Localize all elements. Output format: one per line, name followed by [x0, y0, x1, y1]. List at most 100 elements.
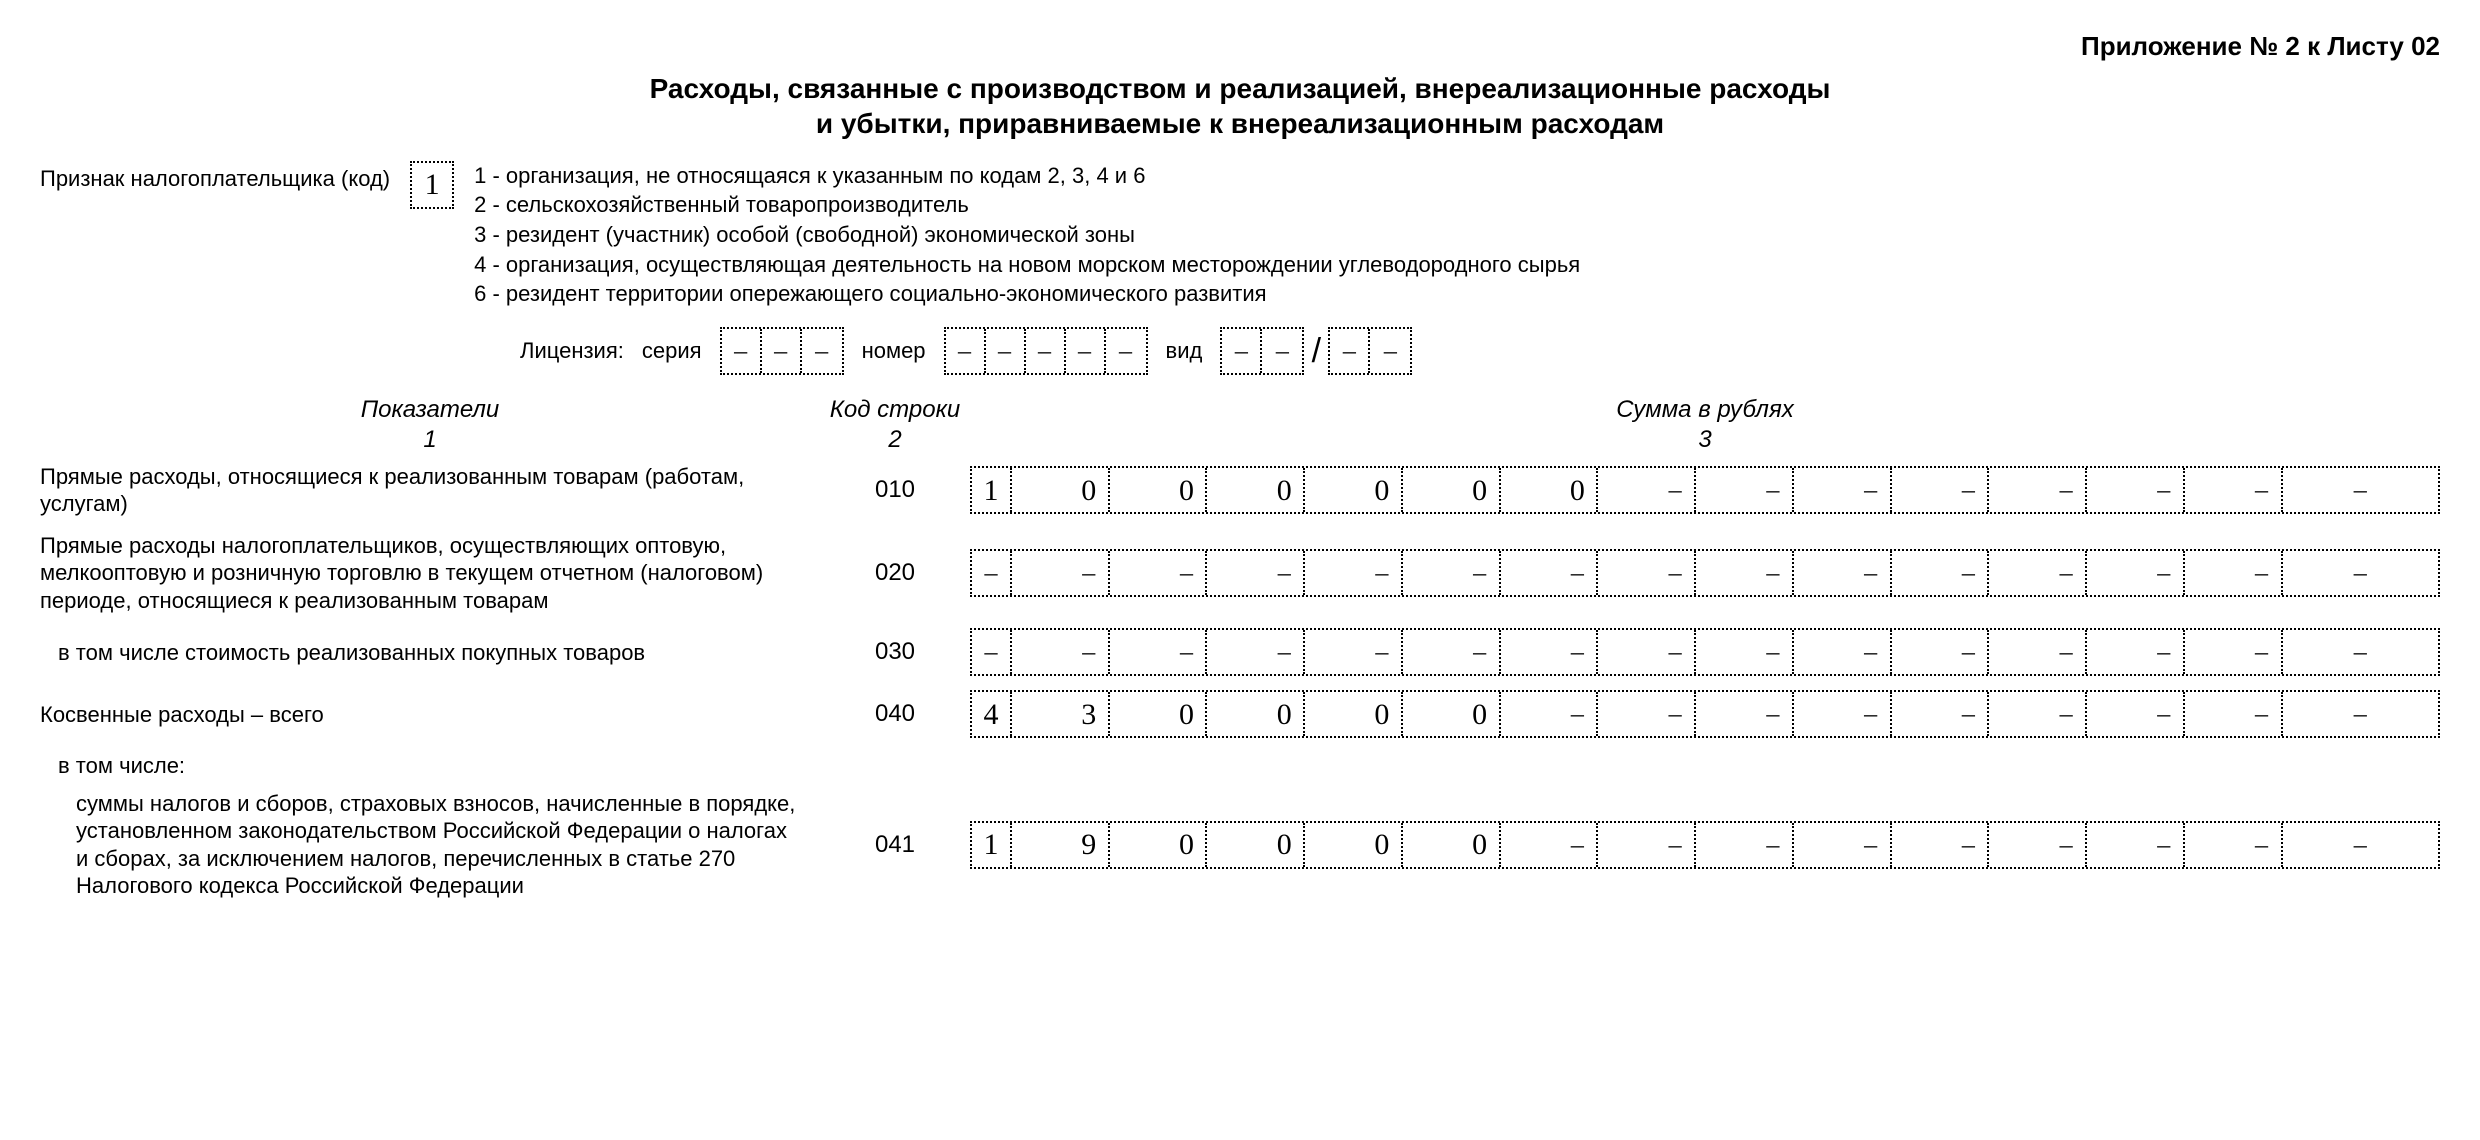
amount-cell: 1 — [972, 823, 1012, 867]
amount-cell: – — [2047, 692, 2087, 736]
col-header-1: Показатели 1 — [40, 395, 820, 455]
amount-cell: – — [2145, 551, 2185, 595]
amount-cell: 0 — [1265, 823, 1305, 867]
row-code: 020 — [820, 558, 970, 588]
license-type-label: вид — [1166, 337, 1203, 365]
amount-cell: – — [2145, 468, 2185, 512]
empty-cell: – — [802, 329, 842, 373]
license-type-separator: / — [1304, 329, 1328, 373]
empty-cell: – — [1330, 329, 1370, 373]
empty-cell: – — [1026, 329, 1066, 373]
amount-cell: – — [1656, 551, 1696, 595]
row-amount: 190000––––––––– — [970, 821, 2440, 869]
col-header-3-num: 3 — [1698, 426, 1711, 453]
empty-cell: – — [762, 329, 802, 373]
amount-cell: – — [972, 630, 1012, 674]
row-code: 040 — [820, 699, 970, 729]
row-description: Косвенные расходы – всего — [40, 701, 820, 729]
amount-cell: – — [1754, 823, 1794, 867]
appendix-label: Приложение № 2 к Листу 02 — [40, 30, 2440, 63]
col-header-2-num: 2 — [888, 426, 901, 453]
taxpayer-legend: 1 - организация, не относящаяся к указан… — [474, 161, 1580, 309]
license-label: Лицензия: — [520, 337, 624, 365]
amount-cell: – — [2047, 823, 2087, 867]
amount-cell: – — [2243, 468, 2283, 512]
amount-cell: 0 — [1461, 823, 1501, 867]
license-type-box-a[interactable]: –– — [1220, 327, 1304, 375]
amount-cell: – — [1754, 551, 1794, 595]
legend-line: 6 - резидент территории опережающего соц… — [474, 279, 1580, 309]
amount-cell: – — [1363, 630, 1403, 674]
table-row: Прямые расходы, относящиеся к реализован… — [40, 463, 2440, 518]
data-rows: Прямые расходы, относящиеся к реализован… — [40, 463, 2440, 739]
page-title: Расходы, связанные с производством и реа… — [440, 71, 2040, 141]
amount-cell: – — [1070, 551, 1110, 595]
col-header-3: Сумма в рублях 3 — [970, 395, 2440, 455]
col-header-1-num: 1 — [423, 426, 436, 453]
row-description: Прямые расходы, относящиеся к реализован… — [40, 463, 820, 518]
amount-box[interactable]: ––––––––––––––– — [970, 628, 2440, 676]
amount-cell: 0 — [1167, 692, 1207, 736]
amount-cell: 0 — [1265, 468, 1305, 512]
amount-cell: – — [1949, 630, 1989, 674]
amount-box[interactable]: ––––––––––––––– — [970, 549, 2440, 597]
license-row: Лицензия: серия ––– номер ––––– вид –– /… — [520, 327, 2440, 375]
title-line-1: Расходы, связанные с производством и реа… — [440, 71, 2040, 106]
license-type-group: –– / –– — [1220, 327, 1412, 375]
legend-line: 3 - резидент (участник) особой (свободно… — [474, 220, 1580, 250]
legend-line: 2 - сельскохозяйственный товаропроизводи… — [474, 190, 1580, 220]
license-series-label: серия — [642, 337, 702, 365]
amount-cell: 0 — [1363, 823, 1403, 867]
amount-cell: 4 — [972, 692, 1012, 736]
amount-cell: – — [1852, 468, 1892, 512]
license-number-box[interactable]: ––––– — [944, 327, 1148, 375]
amount-cell: – — [1265, 630, 1305, 674]
amount-cell: 1 — [972, 468, 1012, 512]
amount-cell: – — [2243, 823, 2283, 867]
empty-cell: – — [1066, 329, 1106, 373]
amount-cell: – — [2340, 468, 2380, 512]
amount-cell: – — [1949, 468, 1989, 512]
amount-cell: – — [1265, 551, 1305, 595]
including-subhead: в том числе: — [40, 752, 2440, 780]
amount-cell: – — [1949, 823, 1989, 867]
amount-cell: – — [1852, 823, 1892, 867]
legend-line: 4 - организация, осуществляющая деятельн… — [474, 250, 1580, 280]
amount-cell: – — [2340, 823, 2380, 867]
title-line-2: и убытки, приравниваемые к внереализацио… — [440, 106, 2040, 141]
amount-cell: – — [1852, 630, 1892, 674]
amount-cell: – — [1558, 823, 1598, 867]
amount-box[interactable]: 190000––––––––– — [970, 821, 2440, 869]
amount-cell: – — [2243, 692, 2283, 736]
column-headers: Показатели 1 Код строки 2 Сумма в рублях… — [40, 395, 2440, 455]
legend-line: 1 - организация, не относящаяся к указан… — [474, 161, 1580, 191]
amount-cell: – — [1656, 468, 1696, 512]
table-row: Прямые расходы налогоплательщиков, осуще… — [40, 532, 2440, 615]
row-code: 030 — [820, 637, 970, 667]
license-type-box-b[interactable]: –– — [1328, 327, 1412, 375]
amount-cell: 0 — [1363, 692, 1403, 736]
amount-cell: – — [2145, 692, 2185, 736]
license-series-box[interactable]: ––– — [720, 327, 844, 375]
col-header-2-text: Код строки — [830, 396, 961, 423]
empty-cell: – — [946, 329, 986, 373]
empty-cell: – — [1370, 329, 1410, 373]
amount-cell: – — [1558, 551, 1598, 595]
empty-cell: – — [986, 329, 1026, 373]
row-amount: 1000000–––––––– — [970, 466, 2440, 514]
amount-box[interactable]: 430000––––––––– — [970, 690, 2440, 738]
data-row-041: суммы налогов и сборов, страховых взносо… — [40, 790, 2440, 900]
amount-cell: 0 — [1461, 468, 1501, 512]
amount-cell: – — [1949, 692, 1989, 736]
col-header-1-text: Показатели — [361, 396, 500, 423]
amount-cell: – — [1852, 692, 1892, 736]
taxpayer-code-box[interactable]: 1 — [410, 161, 454, 209]
amount-box[interactable]: 1000000–––––––– — [970, 466, 2440, 514]
table-row: суммы налогов и сборов, страховых взносо… — [40, 790, 2440, 900]
amount-cell: – — [1363, 551, 1403, 595]
amount-cell: – — [1656, 630, 1696, 674]
amount-cell: 0 — [1167, 823, 1207, 867]
license-number-label: номер — [862, 337, 926, 365]
amount-cell: – — [1656, 823, 1696, 867]
amount-cell: – — [2047, 551, 2087, 595]
